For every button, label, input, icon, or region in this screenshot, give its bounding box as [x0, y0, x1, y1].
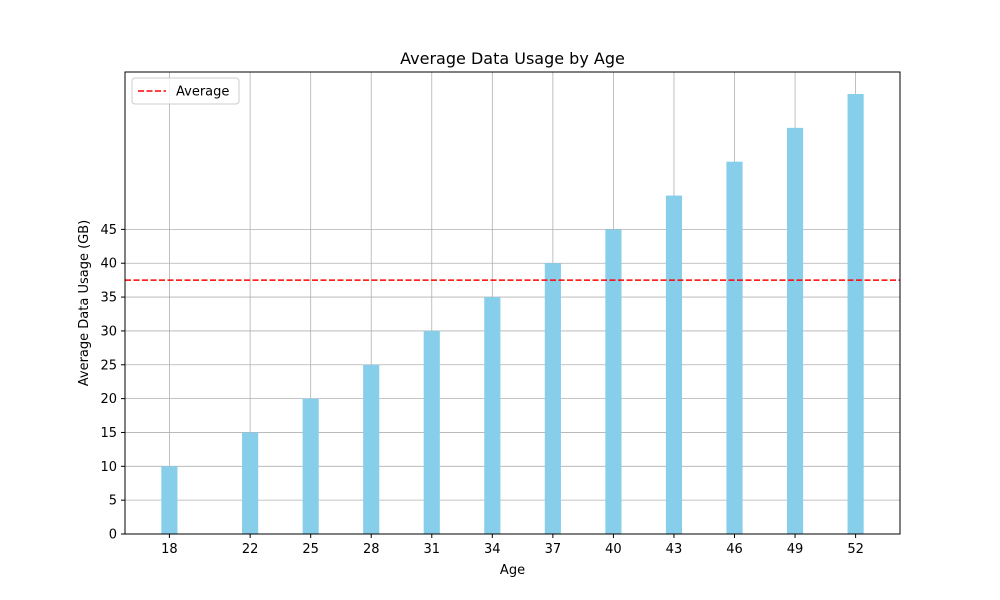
x-axis-label: Age — [500, 563, 525, 578]
y-tick-label-0: 0 — [109, 528, 117, 543]
x-tick-label-49: 49 — [787, 542, 804, 557]
bar-age-46 — [726, 161, 743, 534]
x-tick-label-52: 52 — [847, 542, 864, 557]
legend-box — [131, 77, 240, 105]
bar-age-43 — [665, 195, 683, 535]
x-tick-label-25: 25 — [302, 542, 319, 557]
y-tick-label-40: 40 — [100, 257, 117, 272]
x-tick-label-40: 40 — [605, 542, 622, 557]
bar-age-37 — [544, 263, 561, 534]
y-tick-label-45: 45 — [100, 223, 117, 238]
x-tick-label-28: 28 — [363, 542, 380, 557]
bar-age-34 — [484, 297, 501, 534]
plot-frame — [124, 71, 901, 535]
y-tick-label-20: 20 — [100, 392, 117, 407]
bar-age-25 — [302, 398, 319, 534]
x-tick-label-18: 18 — [161, 542, 178, 557]
y-tick-label-35: 35 — [100, 291, 117, 306]
bar-age-40 — [605, 229, 622, 534]
y-tick-label-5: 5 — [109, 494, 117, 509]
legend-average-label: Average — [176, 85, 229, 100]
bar-age-22 — [242, 432, 259, 534]
bar-age-52 — [847, 94, 864, 534]
x-tick-label-43: 43 — [666, 542, 683, 557]
x-tick-label-31: 31 — [423, 542, 440, 557]
bar-age-18 — [161, 466, 178, 534]
x-tick-label-46: 46 — [726, 542, 743, 557]
x-tick-label-34: 34 — [484, 542, 501, 557]
x-tick-label-37: 37 — [545, 542, 562, 557]
bar-age-31 — [423, 330, 440, 534]
y-tick-label-25: 25 — [100, 358, 117, 373]
legend: Average — [131, 77, 240, 105]
x-tick-label-22: 22 — [242, 542, 259, 557]
bar-age-28 — [363, 364, 380, 534]
y-axis-label: Average Data Usage (GB) — [77, 220, 92, 386]
bar-age-49 — [786, 127, 804, 534]
y-tick-label-15: 15 — [100, 426, 117, 441]
y-tick-label-10: 10 — [100, 460, 117, 475]
chart-title: Average Data Usage by Age — [400, 49, 625, 68]
y-tick-label-30: 30 — [100, 324, 117, 339]
ticks: 18 22 25 28 31 34 37 40 43 46 49 52 0 5 10 15 20 25 30 35 40… — [100, 223, 863, 557]
